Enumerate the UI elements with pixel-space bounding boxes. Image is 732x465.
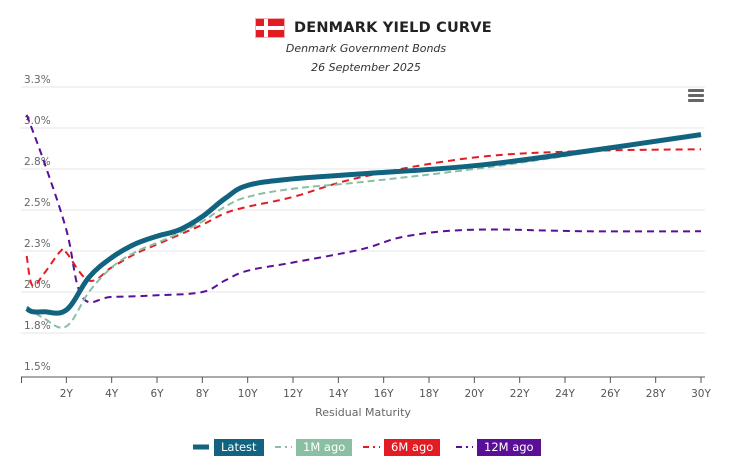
x-tick-label: 24Y <box>555 388 575 400</box>
y-tick-label: 2.5% <box>24 197 51 209</box>
legend-symbol-12m <box>456 446 473 448</box>
denmark-flag-icon <box>256 19 284 37</box>
legend-item-6m[interactable]: 6M ago <box>362 438 441 456</box>
y-tick-label: 3.0% <box>24 115 51 127</box>
x-tick-label: 6Y <box>150 388 164 400</box>
x-tick-label: 30Y <box>691 388 711 400</box>
x-tick-label: 2Y <box>60 388 74 400</box>
x-tick-label: 16Y <box>374 388 394 400</box>
grid-lines <box>21 86 705 334</box>
legend-item-12m[interactable]: 12M ago <box>455 438 541 456</box>
x-tick-label: 4Y <box>105 388 119 400</box>
hamburger-menu-icon[interactable] <box>688 89 704 103</box>
x-tick-label: 12Y <box>283 388 303 400</box>
series-line-12m-ago <box>25 114 702 304</box>
legend-symbol-latest <box>193 444 209 450</box>
y-tick-label: 2.8% <box>24 156 51 168</box>
y-tick-label: 1.5% <box>24 361 51 373</box>
x-tick-label: 8Y <box>196 388 210 400</box>
x-tick-label: 18Y <box>419 388 439 400</box>
x-tick-label: 28Y <box>646 388 666 400</box>
legend: Latest 1M ago 6M ago 12M ago <box>0 438 732 458</box>
chart-date: 26 September 2025 <box>311 61 421 74</box>
chart-subtitle: Denmark Government Bonds <box>285 42 447 55</box>
legend-item-1m[interactable]: 1M ago <box>274 438 353 456</box>
legend-item-latest[interactable]: Latest <box>192 438 264 456</box>
series-line-1m-ago <box>26 133 702 329</box>
y-tick-label: 2.3% <box>24 238 51 250</box>
x-tick-label: 14Y <box>328 388 348 400</box>
y-tick-label: 2.0% <box>24 279 51 291</box>
x-tick-label: 10Y <box>238 388 258 400</box>
legend-label-1m: 1M ago <box>296 438 353 456</box>
x-axis: 2Y 4Y 6Y 8Y 10Y 12Y 14Y 16Y 18Y 20Y 22Y 24Y 26Y 28Y 30… <box>21 376 711 400</box>
y-tick-label: 3.3% <box>24 74 51 86</box>
legend-label-6m: 6M ago <box>384 438 441 456</box>
legend-label-latest: Latest <box>214 438 264 456</box>
x-tick-label: 22Y <box>510 388 530 400</box>
y-axis-labels: 3.3% 3.0% 2.8% 2.5% 2.3% 2.0% 1.8% 1.5% <box>24 74 51 373</box>
series-line-latest <box>25 132 702 316</box>
chart-title: DENMARK YIELD CURVE <box>294 20 492 36</box>
x-tick-label: 26Y <box>600 388 620 400</box>
legend-symbol-6m <box>363 446 380 448</box>
legend-label-12m: 12M ago <box>477 438 541 456</box>
series-line-6m-ago <box>25 148 702 288</box>
series-lines <box>25 114 702 329</box>
x-tick-label: 20Y <box>464 388 484 400</box>
y-tick-label: 1.8% <box>24 320 51 332</box>
x-axis-title: Residual Maturity <box>315 406 411 419</box>
legend-symbol-1m <box>275 446 292 448</box>
